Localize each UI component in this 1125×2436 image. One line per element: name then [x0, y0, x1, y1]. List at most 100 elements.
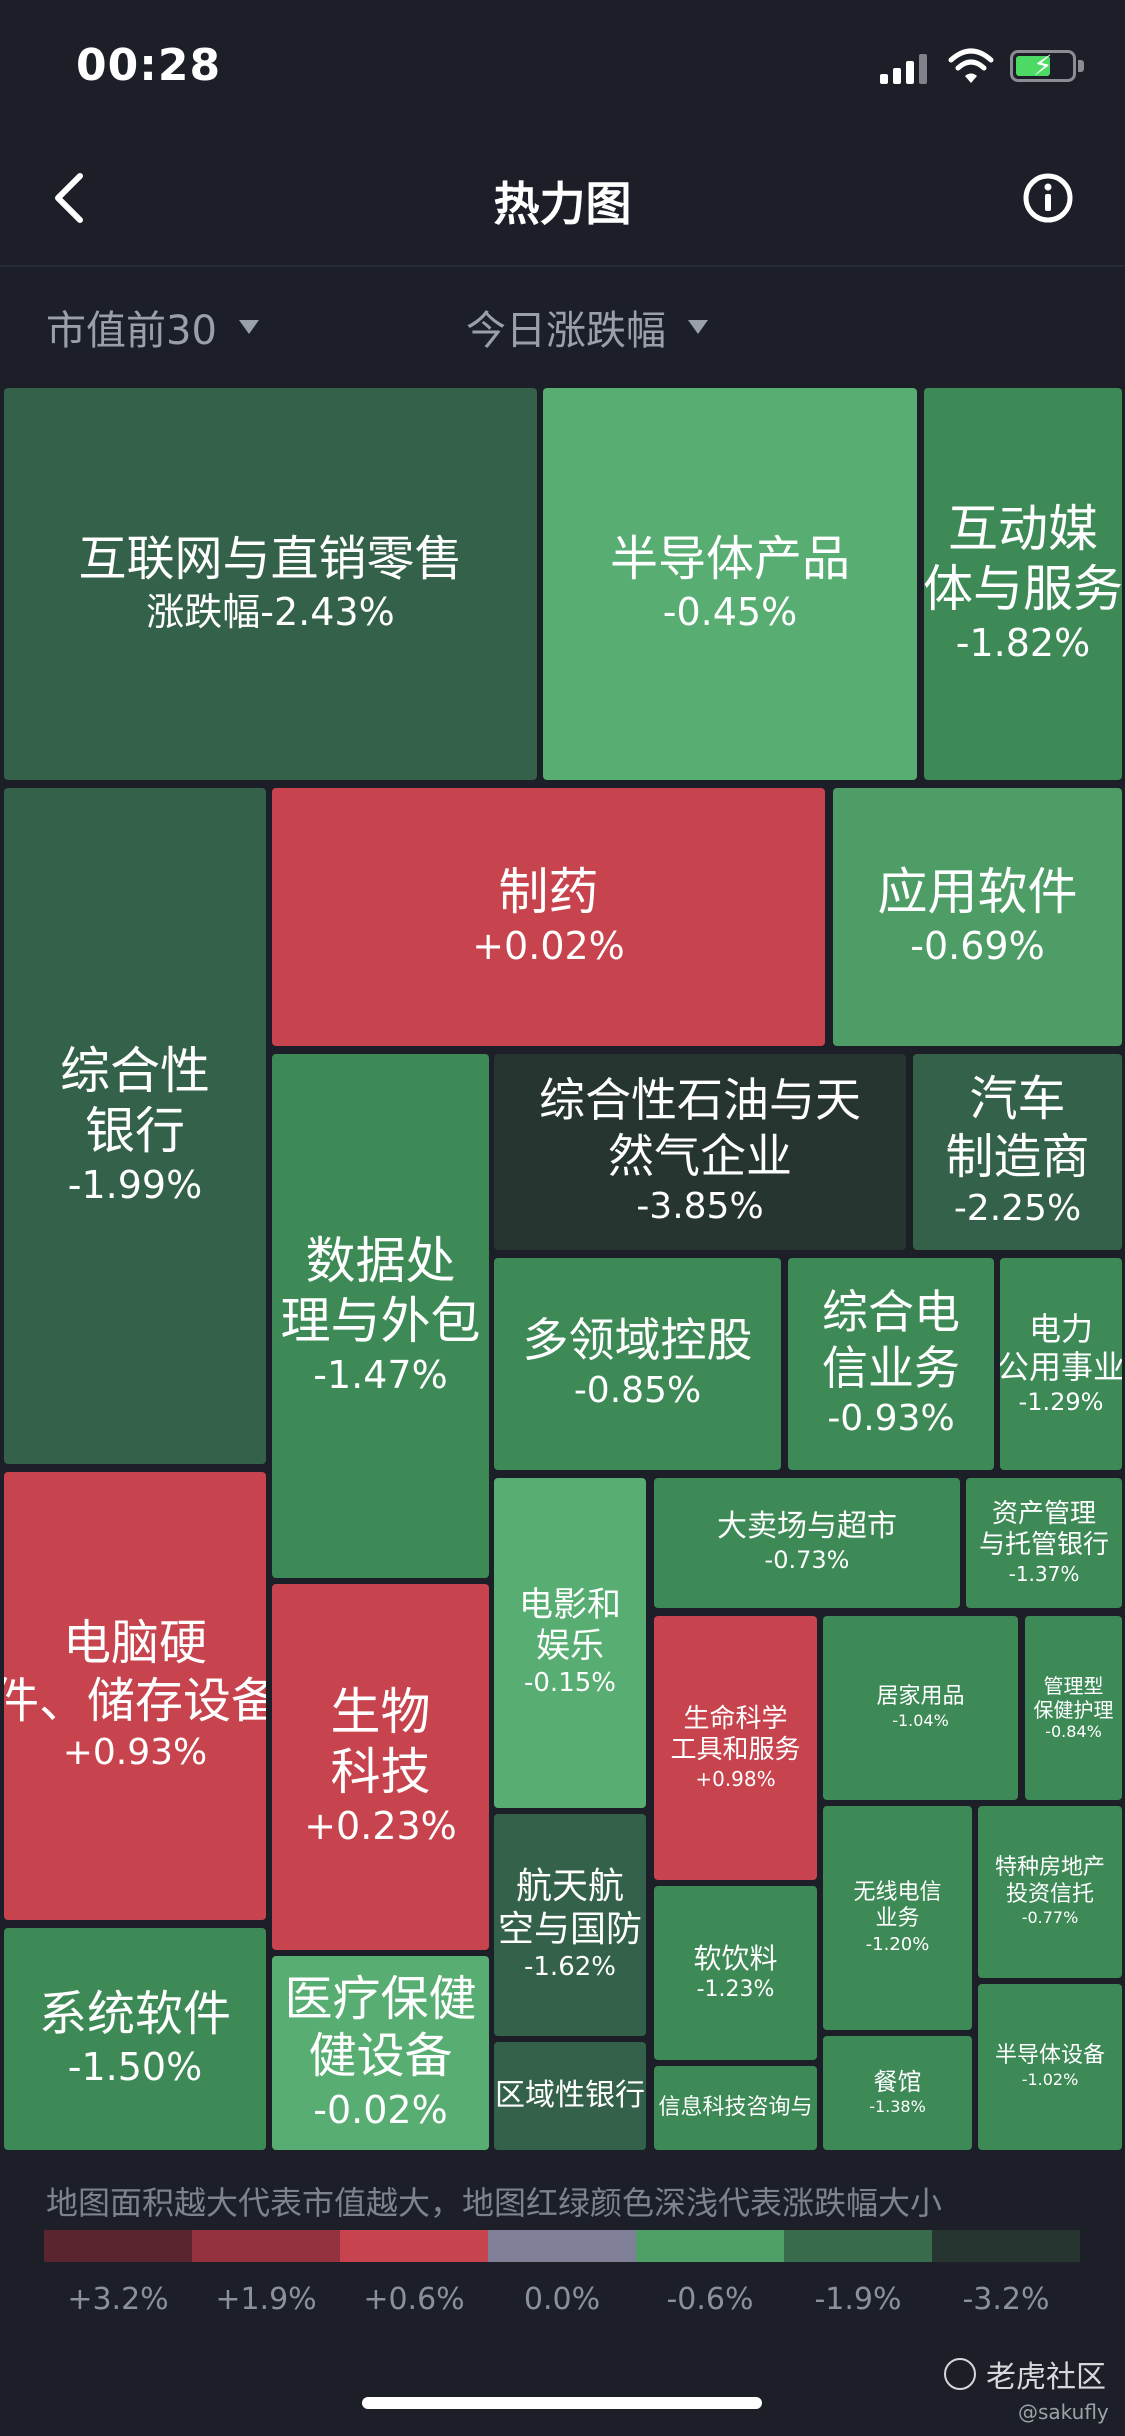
home-indicator — [362, 2397, 762, 2409]
tile-change-value: -1.47% — [313, 1353, 448, 1398]
status-time: 00:28 — [76, 40, 222, 91]
tile-sector-name: 半导体设备 — [994, 2043, 1105, 2069]
treemap-tile[interactable]: 电脑硬 件、储存设备 +0.93% — [4, 1472, 266, 1920]
legend-label: 0.0% — [523, 2282, 601, 2317]
tile-sector-name: 资产管理 与托管银行 — [978, 1498, 1109, 1560]
tile-change-value: -1.20% — [865, 1933, 930, 1955]
treemap-tile[interactable]: 半导体产品 -0.45% — [543, 388, 917, 780]
tile-change-value: -1.99% — [67, 1163, 203, 1208]
tile-sector-name: 互联网与直销零售 — [78, 530, 463, 587]
tile-sector-name: 综合性 银行 — [60, 1042, 210, 1161]
treemap-tile[interactable]: 医疗保健 健设备 -0.02% — [272, 1956, 489, 2150]
tile-sector-name: 区域性银行 — [495, 2078, 645, 2113]
tile-change-value: -0.85% — [573, 1370, 702, 1412]
treemap-tile[interactable]: 居家用品 -1.04% — [823, 1616, 1018, 1800]
treemap-tile[interactable]: 半导体设备 -1.02% — [978, 1984, 1122, 2150]
treemap-tile[interactable]: 数据处 理与外包 -1.47% — [272, 1054, 489, 1578]
legend-swatch — [192, 2230, 340, 2262]
treemap-tile[interactable]: 互动媒 体与服务 -1.82% — [924, 388, 1122, 780]
treemap-tile[interactable]: 特种房地产 投资信托 -0.77% — [978, 1806, 1122, 1978]
treemap-tile[interactable]: 制药 +0.02% — [272, 788, 825, 1046]
tiger-logo-icon — [944, 2358, 976, 2390]
treemap-tile[interactable]: 管理型 保健护理 -0.84% — [1025, 1616, 1122, 1800]
treemap-tile[interactable]: 应用软件 -0.69% — [833, 788, 1122, 1046]
tile-sector-name: 汽车 制造商 — [945, 1071, 1090, 1185]
treemap-tile[interactable]: 无线电信 业务 -1.20% — [823, 1806, 972, 2030]
wifi-icon — [948, 48, 994, 83]
treemap-tile[interactable]: 生命科学 工具和服务 +0.98% — [654, 1616, 817, 1880]
treemap-tile[interactable]: 互联网与直销零售 涨跌幅-2.43% — [4, 388, 537, 780]
tile-change-value: -1.38% — [869, 2097, 926, 2116]
tile-sector-name: 无线电信 业务 — [853, 1879, 942, 1932]
legend-label: +3.2% — [67, 2282, 169, 2317]
username-watermark: @sakufly — [1018, 2400, 1109, 2424]
treemap-tile[interactable]: 电影和 娱乐 -0.15% — [494, 1478, 646, 1808]
tile-change-value: -0.02% — [313, 2087, 448, 2132]
treemap-tile[interactable]: 信息科技咨询与 — [654, 2066, 817, 2150]
tile-sector-name: 系统软件 — [38, 1985, 231, 2042]
treemap-tile[interactable]: 多领域控股 -0.85% — [494, 1258, 781, 1470]
tile-sector-name: 生命科学 工具和服务 — [670, 1703, 801, 1765]
scope-dropdown-label: 市值前30 — [46, 308, 217, 354]
tile-sector-name: 医疗保健 健设备 — [284, 1970, 477, 2085]
tile-change-value: -0.69% — [910, 924, 1045, 969]
tile-sector-name: 电影和 娱乐 — [519, 1585, 621, 1667]
legend-label: -0.6% — [666, 2282, 754, 2317]
treemap-tile[interactable]: 综合性石油与天 然气企业 -3.85% — [494, 1054, 906, 1250]
tile-change-value: 涨跌幅-2.43% — [146, 590, 395, 635]
tile-change-value: -1.29% — [1018, 1387, 1104, 1416]
tile-sector-name: 餐馆 — [873, 2068, 922, 2097]
tile-change-value: -0.93% — [827, 1397, 955, 1439]
treemap-tile[interactable]: 系统软件 -1.50% — [4, 1928, 266, 2150]
page-title: 热力图 — [493, 177, 632, 231]
metric-dropdown-label: 今日涨跌幅 — [466, 308, 666, 354]
tile-sector-name: 信息科技咨询与 — [658, 2094, 813, 2120]
treemap-tile[interactable]: 区域性银行 — [494, 2042, 646, 2150]
tile-sector-name: 大卖场与超市 — [717, 1509, 897, 1545]
caret-down-icon — [688, 320, 708, 334]
treemap-tile[interactable]: 综合电 信业务 -0.93% — [788, 1258, 994, 1470]
tile-sector-name: 制药 — [498, 863, 599, 922]
legend-swatch — [44, 2230, 192, 2262]
tile-sector-name: 综合电 信业务 — [822, 1285, 960, 1395]
tile-change-value: +0.02% — [472, 924, 625, 969]
tile-change-value: -1.82% — [955, 621, 1091, 666]
battery-icon: ⚡ — [1010, 49, 1076, 82]
tile-change-value: -0.15% — [524, 1667, 616, 1698]
tile-change-value: -0.77% — [1021, 1907, 1079, 1927]
info-circle-icon[interactable] — [1022, 172, 1074, 224]
tile-sector-name: 数据处 理与外包 — [280, 1232, 481, 1351]
treemap-tile[interactable]: 资产管理 与托管银行 -1.37% — [966, 1478, 1122, 1608]
tile-change-value: -0.73% — [764, 1546, 850, 1575]
scope-dropdown[interactable]: 市值前30 — [46, 298, 259, 356]
treemap-tile[interactable]: 综合性 银行 -1.99% — [4, 788, 266, 1464]
tile-change-value: +0.93% — [62, 1732, 208, 1774]
tile-change-value: -0.45% — [662, 590, 798, 635]
tile-sector-name: 管理型 保健护理 — [1033, 1673, 1114, 1722]
tile-change-value: -1.62% — [524, 1952, 616, 1983]
legend-swatch — [488, 2230, 636, 2262]
legend-caption: 地图面积越大代表市值越大，地图红绿颜色深浅代表涨跌幅大小 — [46, 2184, 943, 2222]
treemap-tile[interactable]: 餐馆 -1.38% — [823, 2036, 972, 2150]
treemap-tile[interactable]: 生物 科技 +0.23% — [272, 1584, 489, 1950]
tile-change-value: -1.23% — [696, 1976, 775, 2002]
legend-label: +0.6% — [363, 2282, 465, 2317]
brand-watermark: 老虎社区 — [944, 2352, 1106, 2396]
treemap-tile[interactable]: 大卖场与超市 -0.73% — [654, 1478, 960, 1608]
tile-change-value: -2.25% — [953, 1188, 1082, 1230]
treemap-tile[interactable]: 航天航 空与国防 -1.62% — [494, 1814, 646, 2036]
legend-swatch — [784, 2230, 932, 2262]
tile-change-value: +0.98% — [695, 1767, 776, 1792]
caret-down-icon — [238, 320, 259, 334]
nav-divider — [0, 265, 1125, 267]
treemap-tile[interactable]: 电力 公用事业 -1.29% — [1000, 1258, 1122, 1470]
metric-dropdown[interactable]: 今日涨跌幅 — [466, 298, 708, 356]
tile-change-value: -0.84% — [1045, 1721, 1102, 1741]
treemap-tile[interactable]: 软饮料 -1.23% — [654, 1886, 817, 2060]
treemap-tile[interactable]: 汽车 制造商 -2.25% — [913, 1054, 1122, 1250]
legend-swatch — [340, 2230, 488, 2262]
tile-change-value: -1.02% — [1021, 2069, 1079, 2089]
tile-change-value: -1.04% — [892, 1710, 949, 1730]
tile-change-value: -1.37% — [1008, 1562, 1080, 1587]
chevron-left-icon[interactable] — [50, 168, 90, 228]
